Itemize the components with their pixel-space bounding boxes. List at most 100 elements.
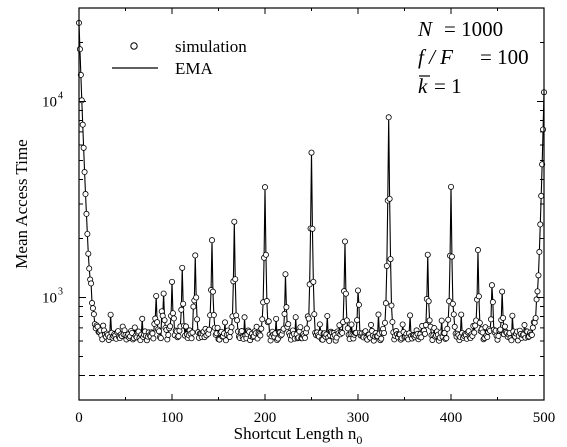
- series-simulation-point: [381, 319, 388, 326]
- series-simulation-point: [449, 300, 456, 307]
- series-simulation-point: [497, 326, 504, 333]
- annotation-n-symbol: N: [417, 17, 433, 41]
- annotation-ratio-value: = 100: [480, 45, 529, 69]
- series-simulation-point: [301, 334, 308, 341]
- series-simulation-point: [421, 330, 428, 337]
- series-simulation-point: [281, 310, 288, 317]
- series-simulation-point: [341, 238, 348, 245]
- series-simulation-point: [131, 324, 138, 331]
- series-simulation-point: [297, 324, 304, 331]
- series-simulation-point: [214, 324, 221, 331]
- series-simulation-point: [84, 230, 91, 237]
- annotation-n-value: = 1000: [444, 17, 503, 41]
- legend-simulation-label: simulation: [175, 37, 247, 56]
- series-simulation-point: [78, 97, 85, 104]
- series-simulation-point: [190, 303, 197, 310]
- series-simulation-point: [167, 323, 174, 330]
- series-simulation-point: [265, 318, 272, 325]
- series-simulation-point: [192, 252, 199, 259]
- series-simulation-point: [170, 315, 177, 322]
- series-simulation-point: [76, 46, 83, 53]
- series-simulation-point: [311, 311, 318, 318]
- legend-simulation-marker: [130, 42, 138, 50]
- annotation-k-value: = 1: [434, 74, 462, 98]
- series-simulation-point: [282, 271, 289, 278]
- series-simulation-point: [241, 314, 248, 321]
- series-simulation-point: [342, 290, 349, 297]
- series-simulation-point: [500, 314, 507, 321]
- series-simulation-point: [154, 319, 161, 326]
- series-simulation-point: [386, 195, 393, 202]
- series-simulation-point: [443, 335, 450, 342]
- series-simulation-point: [261, 184, 268, 191]
- series-simulation-point: [257, 332, 264, 339]
- y-tick-label: 10: [42, 95, 57, 111]
- series-simulation-point: [89, 305, 96, 312]
- series-simulation-point: [471, 329, 478, 336]
- series-simulation-point: [258, 325, 265, 332]
- series-simulation-point: [475, 293, 482, 300]
- series-simulation-point: [375, 311, 382, 318]
- series-simulation-point: [479, 329, 486, 336]
- series-simulation-point: [499, 288, 506, 295]
- series-simulation-point: [458, 311, 465, 318]
- x-tick-label: 0: [75, 410, 83, 426]
- series-simulation-point: [476, 319, 483, 326]
- series-simulation-point: [537, 221, 544, 228]
- parameter-annotations: N = 1000 f / F = 100 k = 1: [417, 17, 529, 98]
- series-simulation-point: [83, 210, 90, 217]
- series-simulation-point: [309, 225, 316, 232]
- series-simulation-point: [292, 314, 299, 321]
- series-simulation-point: [533, 296, 540, 303]
- series-simulation-point: [227, 328, 234, 335]
- series-simulation-point: [160, 290, 167, 297]
- series-simulation-point: [285, 321, 292, 328]
- series-simulation-point: [262, 251, 269, 258]
- series-simulation-point: [226, 333, 233, 340]
- series-simulation-point: [139, 315, 146, 322]
- x-axis-title-subscript: 0: [356, 433, 362, 447]
- series-simulation-point: [161, 317, 168, 324]
- series-simulation-point: [388, 302, 395, 309]
- series-simulation-point: [529, 324, 536, 331]
- annotation-ratio-symbol: f / F: [418, 45, 453, 69]
- series-simulation-point: [389, 318, 396, 325]
- series-simulation-point: [368, 321, 375, 328]
- series-simulation-point: [540, 126, 547, 133]
- series-simulation-point: [474, 247, 481, 254]
- series-simulation-point: [259, 316, 266, 323]
- series-simulation-point: [89, 300, 96, 307]
- series-simulation-point: [263, 298, 270, 305]
- x-tick-label: 100: [161, 410, 184, 426]
- series-simulation-point: [448, 253, 455, 260]
- series-simulation-point: [426, 317, 433, 324]
- series-simulation-point: [336, 322, 343, 329]
- series-simulation-point: [424, 251, 431, 258]
- y-tick-label: 10: [42, 291, 57, 307]
- series-simulation-point: [233, 312, 240, 319]
- series-simulation-point: [425, 298, 432, 305]
- series-simulation-point: [382, 300, 389, 307]
- series-simulation-point: [324, 312, 331, 319]
- series-simulation-point: [175, 333, 182, 340]
- series-simulation-point: [308, 149, 315, 156]
- series-simulation-point: [534, 288, 541, 295]
- series-simulation-point: [316, 321, 323, 328]
- series-simulation-point: [447, 183, 454, 190]
- series-simulation-point: [209, 288, 216, 295]
- series-simulation-point: [509, 312, 516, 319]
- series-simulation-point: [165, 331, 172, 338]
- y-tick-exponent: 4: [58, 91, 63, 102]
- series-simulation-point: [188, 335, 195, 342]
- series-simulation-point: [180, 300, 187, 307]
- series-simulation-point: [348, 321, 355, 328]
- series-simulation-point: [206, 326, 213, 333]
- y-axis-title: Mean Access Time: [12, 139, 31, 268]
- series-simulation-point: [521, 322, 528, 329]
- series-simulation-point: [210, 312, 217, 319]
- series-simulation-point: [484, 334, 491, 341]
- series-simulation-point: [381, 329, 388, 336]
- series-simulation-point: [343, 317, 350, 324]
